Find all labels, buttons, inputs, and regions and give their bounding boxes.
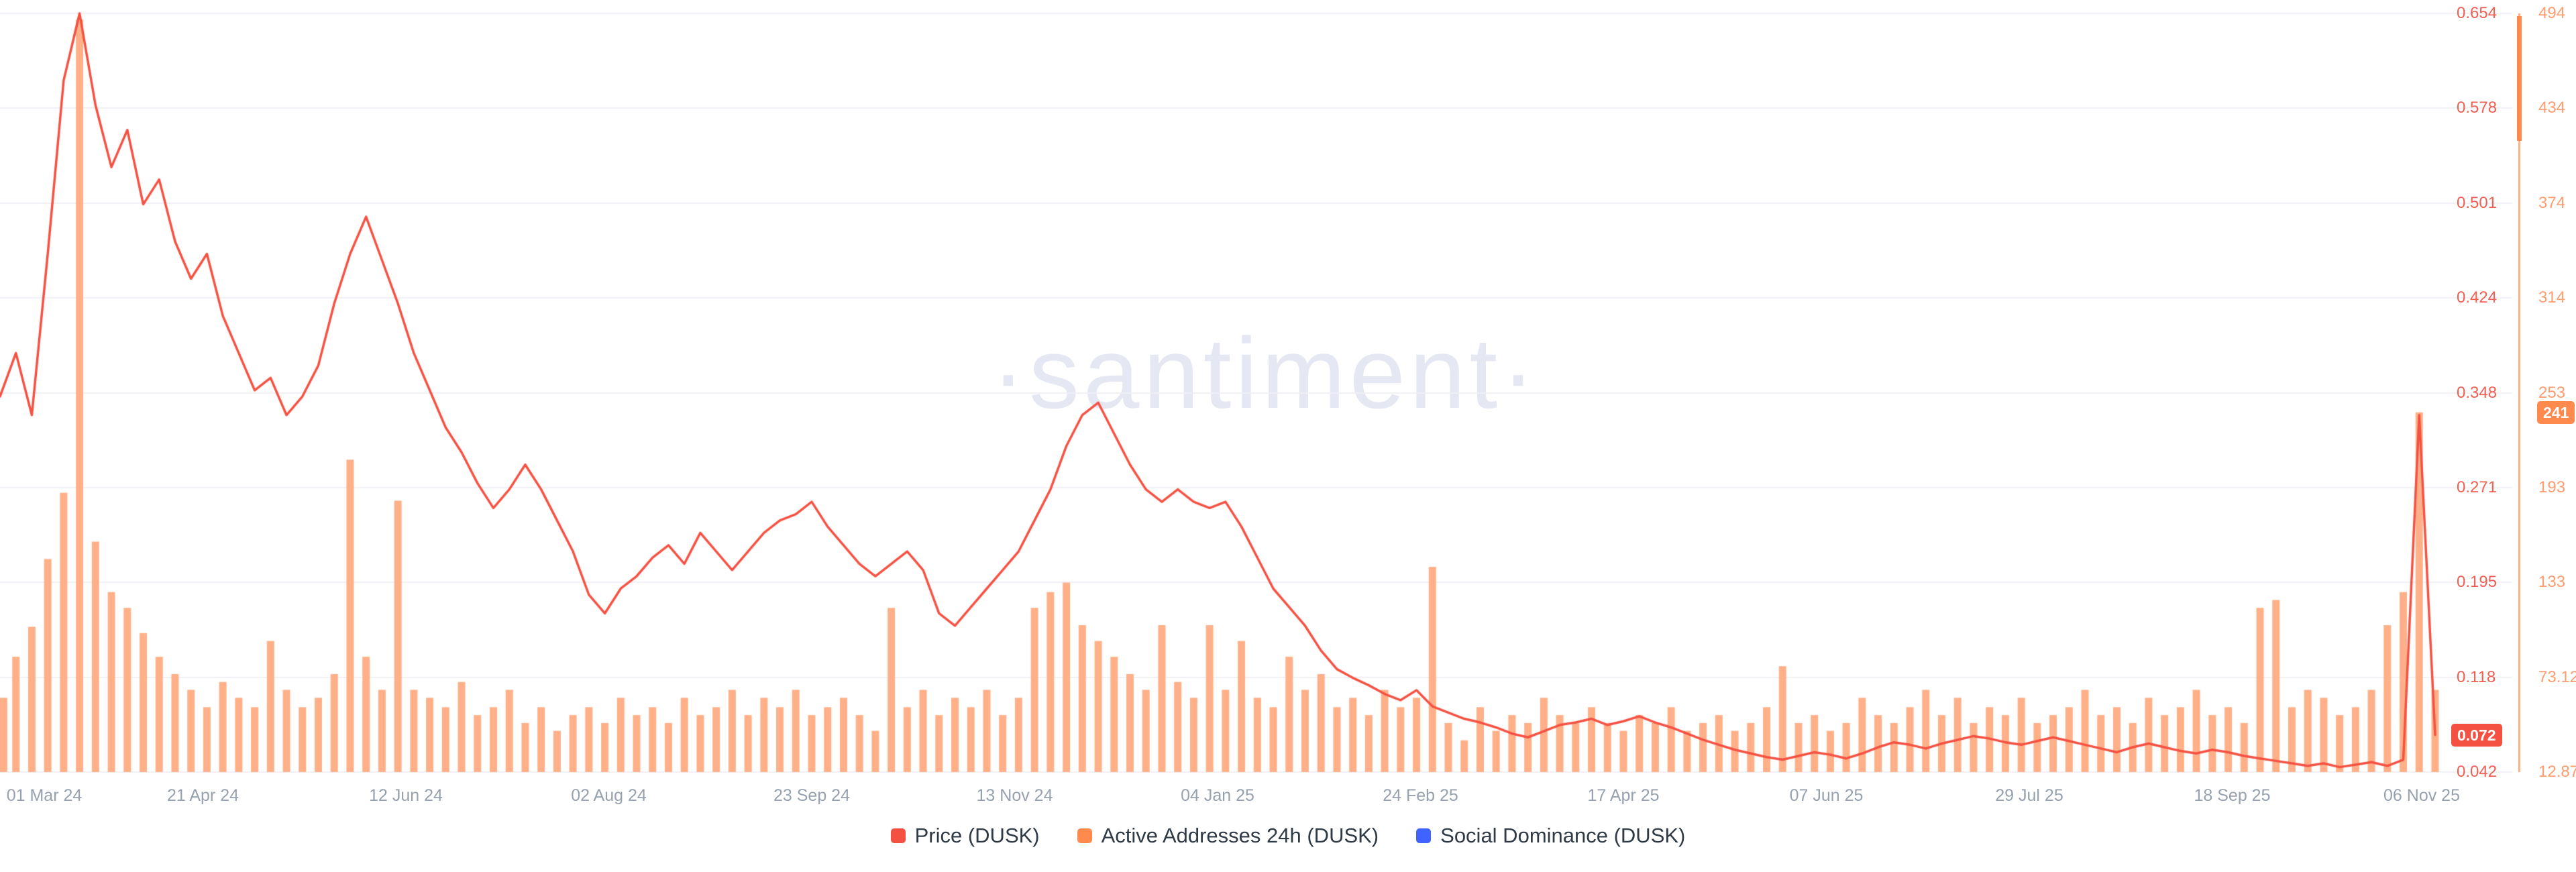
x-tick-label: 24 Feb 25 xyxy=(1383,786,1458,805)
addresses-axis-line xyxy=(2518,13,2520,772)
x-tick-label: 02 Aug 24 xyxy=(571,786,647,805)
legend-item-active-addresses[interactable]: Active Addresses 24h (DUSK) xyxy=(1077,824,1379,848)
price-current-badge: 0.072 xyxy=(2451,723,2502,747)
addresses-tick-label: 374 xyxy=(2538,193,2566,212)
x-tick-label: 12 Jun 24 xyxy=(369,786,443,805)
price-tick-label: 0.271 xyxy=(2457,478,2498,496)
price-tick-label: 0.424 xyxy=(2457,288,2498,307)
price-tick-label: 0.118 xyxy=(2457,667,2496,686)
x-tick-label: 04 Jan 25 xyxy=(1181,786,1254,805)
x-tick-label: 29 Jul 25 xyxy=(1995,786,2063,805)
price-tick-label: 0.348 xyxy=(2457,383,2498,402)
addresses-tick-label: 133 xyxy=(2538,573,2566,592)
addresses-axis-line-cap xyxy=(2517,16,2522,141)
addresses-tick-label: 193 xyxy=(2538,478,2566,496)
social-dominance-swatch-icon xyxy=(1416,828,1432,843)
addresses-tick-label: 434 xyxy=(2538,99,2566,117)
price-swatch-icon xyxy=(890,828,906,843)
x-tick-label: 18 Sep 25 xyxy=(2194,786,2271,805)
addresses-current-badge: 241 xyxy=(2537,400,2575,424)
addresses-tick-label: 12.87 xyxy=(2538,763,2576,781)
legend-item-social-dominance[interactable]: Social Dominance (DUSK) xyxy=(1416,824,1685,848)
price-tick-label: 0.578 xyxy=(2457,99,2498,117)
price-tick-label: 0.042 xyxy=(2457,763,2498,781)
legend-item-price[interactable]: Price (DUSK) xyxy=(890,824,1040,848)
addresses-tick-label: 494 xyxy=(2538,4,2566,22)
price-tick-label: 0.501 xyxy=(2457,193,2498,212)
legend: Price (DUSK) Active Addresses 24h (DUSK)… xyxy=(0,824,2576,848)
addresses-tick-label: 73.124 xyxy=(2538,667,2576,686)
x-tick-label: 06 Nov 25 xyxy=(2383,786,2460,805)
legend-label-price: Price (DUSK) xyxy=(914,824,1040,847)
legend-label-social-dominance: Social Dominance (DUSK) xyxy=(1440,824,1686,847)
x-tick-label: 23 Sep 24 xyxy=(773,786,850,805)
x-tick-label: 13 Nov 24 xyxy=(976,786,1053,805)
x-tick-label: 01 Mar 24 xyxy=(6,786,83,805)
x-tick-label: 17 Apr 25 xyxy=(1587,786,1660,805)
x-tick-label: 07 Jun 25 xyxy=(1789,786,1864,805)
price-tick-label: 0.654 xyxy=(2457,4,2498,22)
price-tick-label: 0.195 xyxy=(2457,573,2498,592)
active-addresses-swatch-icon xyxy=(1077,828,1092,843)
addresses-tick-label: 253 xyxy=(2538,383,2566,402)
legend-label-active-addresses: Active Addresses 24h (DUSK) xyxy=(1101,824,1379,847)
x-tick-label: 21 Apr 24 xyxy=(166,786,239,805)
addresses-tick-label: 314 xyxy=(2538,288,2566,307)
